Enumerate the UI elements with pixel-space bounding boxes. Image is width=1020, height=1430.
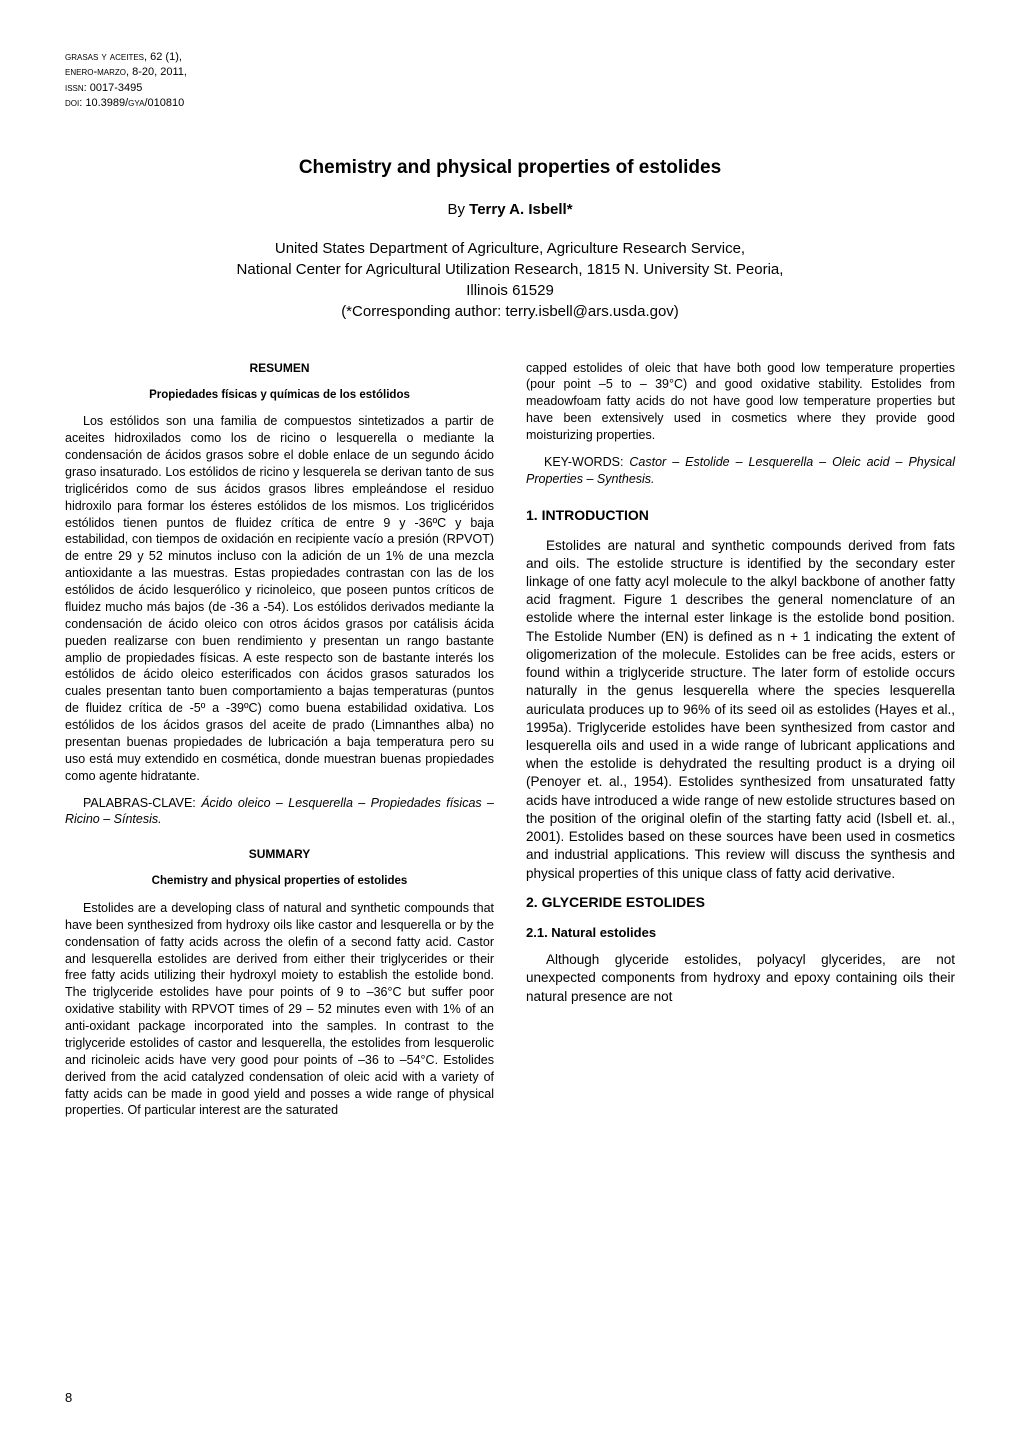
meta-line: doi: 10.3989/gya/010810: [65, 96, 955, 111]
right-column: capped estolides of oleic that have both…: [526, 360, 955, 1130]
section-1-body: Estolides are natural and synthetic comp…: [526, 537, 955, 883]
byline: By Terry A. Isbell*: [65, 201, 955, 218]
summary-body: Estolides are a developing class of natu…: [65, 900, 494, 1119]
affiliation-line: Illinois 61529: [65, 280, 955, 301]
resumen-heading: RESUMEN: [65, 360, 494, 376]
summary-heading: SUMMARY: [65, 846, 494, 862]
affiliation-line: United States Department of Agriculture,…: [65, 238, 955, 259]
two-column-body: RESUMEN Propiedades físicas y químicas d…: [65, 360, 955, 1130]
affiliation-line: (*Corresponding author: terry.isbell@ars…: [65, 301, 955, 322]
section-1-heading: 1. INTRODUCTION: [526, 506, 955, 525]
page-number: 8: [65, 1390, 72, 1405]
meta-line: issn: 0017-3495: [65, 81, 955, 96]
keywords-label: KEY-WORDS:: [544, 455, 629, 469]
affiliation: United States Department of Agriculture,…: [65, 238, 955, 322]
section-2-1-body: Although glyceride estolides, polyacyl g…: [526, 951, 955, 1006]
journal-meta: grasas y aceites, 62 (1), enero-marzo, 8…: [65, 50, 955, 112]
keywords: KEY-WORDS: Castor – Estolide – Lesquerel…: [526, 454, 955, 488]
palabras-label: PALABRAS-CLAVE:: [83, 796, 201, 810]
section-2-1-heading: 2.1. Natural estolides: [526, 924, 955, 942]
section-2-heading: 2. GLYCERIDE ESTOLIDES: [526, 893, 955, 912]
meta-line: grasas y aceites, 62 (1),: [65, 50, 955, 65]
left-column: RESUMEN Propiedades físicas y químicas d…: [65, 360, 494, 1130]
resumen-body: Los estólidos son una familia de compues…: [65, 413, 494, 784]
meta-line: enero-marzo, 8-20, 2011,: [65, 65, 955, 80]
summary-continuation: capped estolides of oleic that have both…: [526, 360, 955, 444]
resumen-subtitle: Propiedades físicas y químicas de los es…: [65, 388, 494, 404]
palabras-clave: PALABRAS-CLAVE: Ácido oleico – Lesquerel…: [65, 795, 494, 829]
author-name: Terry A. Isbell*: [469, 201, 572, 218]
article-title: Chemistry and physical properties of est…: [65, 157, 955, 179]
summary-subtitle: Chemistry and physical properties of est…: [65, 874, 494, 890]
by-label: By: [447, 201, 469, 218]
affiliation-line: National Center for Agricultural Utiliza…: [65, 259, 955, 280]
